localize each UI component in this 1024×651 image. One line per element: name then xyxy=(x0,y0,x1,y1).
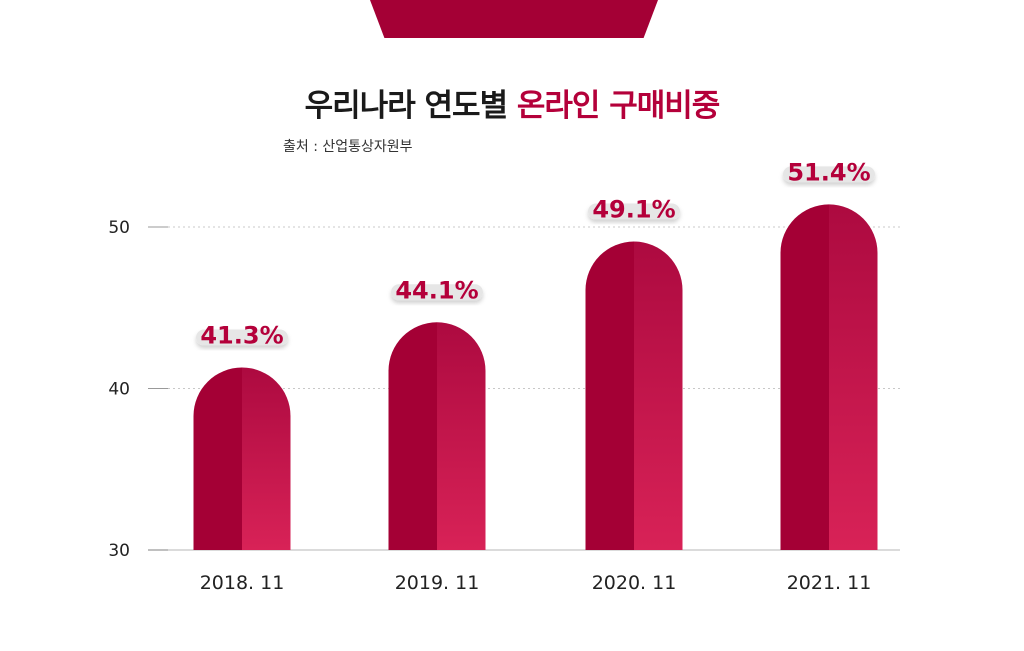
header-tab-decoration xyxy=(370,0,658,38)
bar-2020. 11 xyxy=(585,241,683,550)
data-label-text: 51.4% xyxy=(787,158,870,186)
bars xyxy=(193,204,878,550)
y-axis: 30 40 50 xyxy=(108,218,130,561)
bar-2021. 11 xyxy=(780,204,878,550)
bar-left-half xyxy=(193,367,242,550)
bar-left-half xyxy=(585,241,634,550)
x-axis: 2018. 11 2019. 11 2020. 11 2021. 11 xyxy=(200,572,872,594)
data-label-2018. 11: 41.3% xyxy=(196,322,288,350)
title-part-accent: 온라인 구매비중 xyxy=(516,88,720,124)
bar-left-half xyxy=(388,322,437,550)
data-label-2019. 11: 44.1% xyxy=(391,276,483,304)
bar-right-half xyxy=(437,322,486,550)
chart-source: 출처 : 산업통상자원부 xyxy=(283,139,413,155)
data-label-highlight xyxy=(196,329,288,346)
ytick-label: 30 xyxy=(108,541,130,561)
data-label-2021. 11: 51.4% xyxy=(783,158,875,186)
data-label-2020. 11: 49.1% xyxy=(588,196,680,224)
data-label-highlight xyxy=(391,284,483,301)
title-part-main: 우리나라 연도별 xyxy=(304,88,508,124)
bar-right-half xyxy=(634,241,683,550)
bar-2018. 11 xyxy=(193,367,291,550)
xtick-label: 2018. 11 xyxy=(200,572,285,594)
ytick-label: 50 xyxy=(108,218,130,238)
data-label-text: 41.3% xyxy=(200,322,283,350)
xtick-label: 2019. 11 xyxy=(395,572,480,594)
data-label-highlight xyxy=(588,203,680,220)
xtick-label: 2021. 11 xyxy=(787,572,872,594)
chart-title: 우리나라 연도별 온라인 구매비중 xyxy=(0,80,1024,125)
data-labels: 41.3% 44.1% 49.1% 51.4% xyxy=(196,158,875,350)
ytick-label: 40 xyxy=(108,380,130,400)
data-label-text: 49.1% xyxy=(592,196,675,224)
xtick-label: 2020. 11 xyxy=(592,572,677,594)
bar-left-half xyxy=(780,204,829,550)
bar-right-half xyxy=(242,367,291,550)
bar-right-half xyxy=(829,204,878,550)
data-label-highlight xyxy=(783,166,875,183)
bar-2019. 11 xyxy=(388,322,486,550)
data-label-text: 44.1% xyxy=(395,276,478,304)
